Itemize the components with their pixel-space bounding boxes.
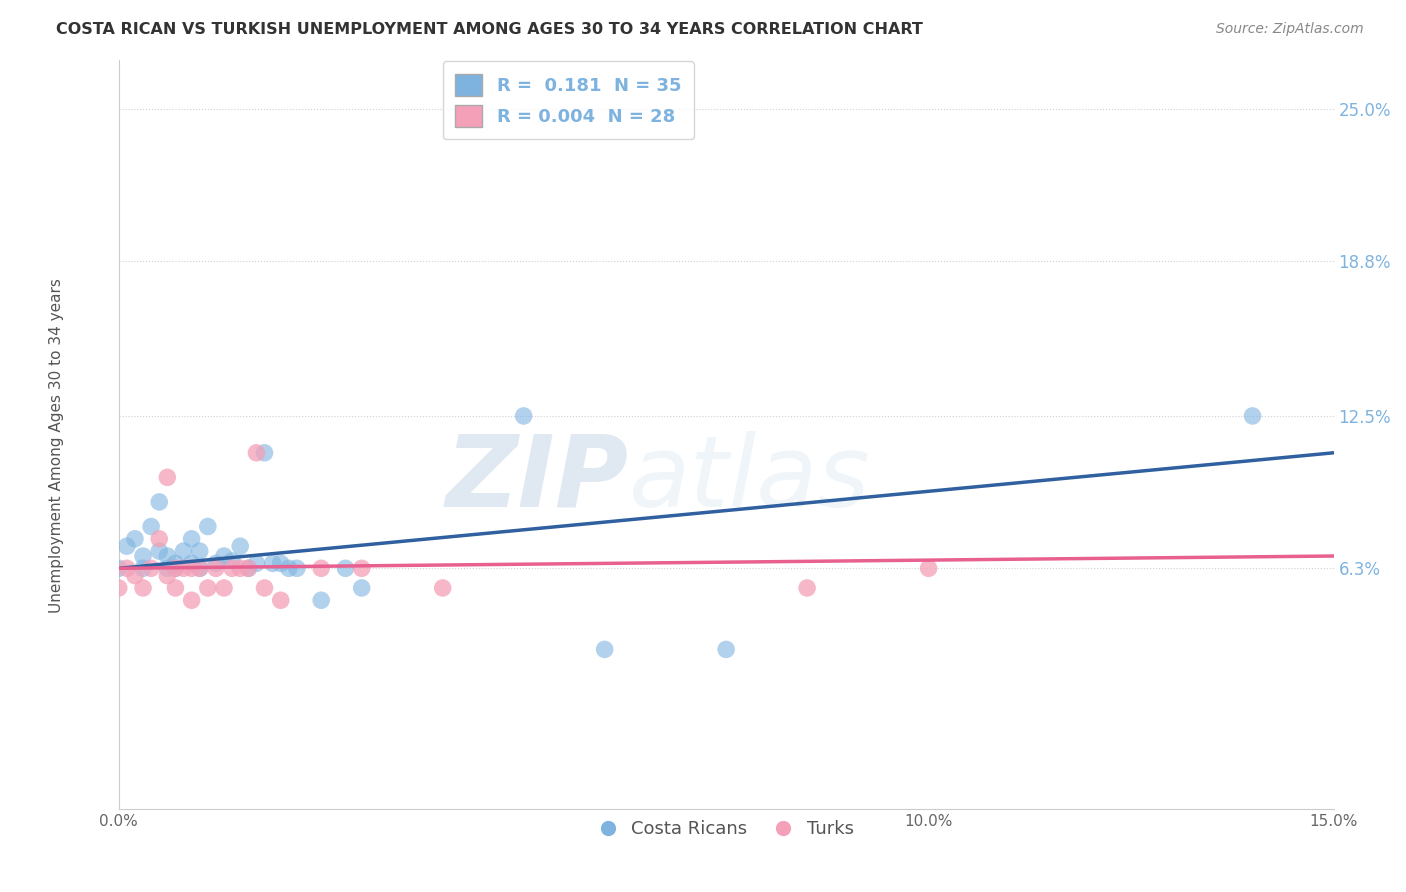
Point [221, 554, 243, 568]
Point [188, 561, 211, 575]
Point [205, 557, 228, 571]
Point [512, 409, 534, 423]
Point [253, 446, 276, 460]
Point [124, 532, 146, 546]
Point [285, 561, 308, 575]
Point [917, 561, 939, 575]
Point [335, 561, 357, 575]
Point [115, 561, 138, 575]
Point [188, 544, 211, 558]
Point [350, 581, 373, 595]
Point [148, 544, 170, 558]
Text: atlas: atlas [628, 431, 870, 528]
Point [229, 539, 252, 553]
Point [270, 557, 292, 571]
Point [124, 568, 146, 582]
Point [309, 561, 332, 575]
Text: COSTA RICAN VS TURKISH UNEMPLOYMENT AMONG AGES 30 TO 34 YEARS CORRELATION CHART: COSTA RICAN VS TURKISH UNEMPLOYMENT AMON… [56, 22, 924, 37]
Point [156, 568, 179, 582]
Point [796, 581, 818, 595]
Point [277, 561, 299, 575]
Point [173, 561, 195, 575]
Point [115, 539, 138, 553]
Point [165, 561, 187, 575]
Text: Unemployment Among Ages 30 to 34 years: Unemployment Among Ages 30 to 34 years [49, 278, 63, 614]
Point [253, 581, 276, 595]
Point [1241, 409, 1264, 423]
Point [132, 581, 155, 595]
Text: ZIP: ZIP [446, 431, 628, 528]
Point [197, 581, 219, 595]
Text: Source: ZipAtlas.com: Source: ZipAtlas.com [1216, 22, 1364, 37]
Point [245, 557, 267, 571]
Point [165, 561, 187, 575]
Point [148, 495, 170, 509]
Point [180, 557, 202, 571]
Point [165, 581, 187, 595]
Point [188, 561, 211, 575]
Point [180, 532, 202, 546]
Point [180, 561, 202, 575]
Point [432, 581, 454, 595]
Point [156, 470, 179, 484]
Point [180, 593, 202, 607]
Point [245, 446, 267, 460]
Point [229, 561, 252, 575]
Point [132, 561, 155, 575]
Point [107, 561, 129, 575]
Point [212, 549, 235, 563]
Point [156, 561, 179, 575]
Point [270, 593, 292, 607]
Point [593, 642, 616, 657]
Point [350, 561, 373, 575]
Point [714, 642, 737, 657]
Point [107, 581, 129, 595]
Point [156, 549, 179, 563]
Point [205, 561, 228, 575]
Point [309, 593, 332, 607]
Point [148, 532, 170, 546]
Point [238, 561, 260, 575]
Point [132, 549, 155, 563]
Legend: Costa Ricans, Turks: Costa Ricans, Turks [592, 813, 860, 845]
Point [262, 557, 284, 571]
Point [197, 519, 219, 533]
Point [238, 561, 260, 575]
Point [221, 561, 243, 575]
Point [165, 557, 187, 571]
Point [212, 581, 235, 595]
Point [139, 561, 162, 575]
Point [173, 544, 195, 558]
Point [139, 519, 162, 533]
